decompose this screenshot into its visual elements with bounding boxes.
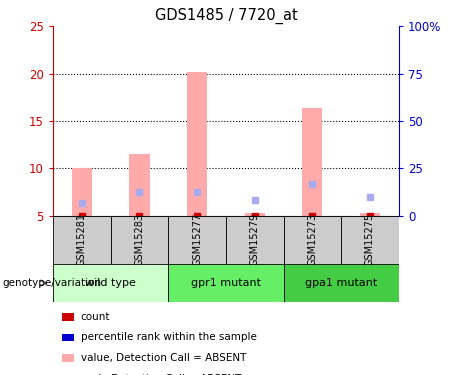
Bar <box>111 216 168 264</box>
Bar <box>53 264 168 302</box>
Bar <box>187 72 207 216</box>
Bar <box>226 216 284 264</box>
Bar <box>284 264 399 302</box>
Bar <box>341 216 399 264</box>
Bar <box>302 108 322 216</box>
Text: GSM15279: GSM15279 <box>250 213 260 266</box>
Text: percentile rank within the sample: percentile rank within the sample <box>81 333 257 342</box>
Bar <box>72 168 92 216</box>
Text: GSM15277: GSM15277 <box>192 212 202 266</box>
Bar <box>168 216 226 264</box>
Text: rank, Detection Call = ABSENT: rank, Detection Call = ABSENT <box>81 374 241 375</box>
Text: GSM15275: GSM15275 <box>365 212 375 266</box>
Bar <box>360 213 380 216</box>
Text: GSM15273: GSM15273 <box>307 213 317 266</box>
Text: genotype/variation: genotype/variation <box>2 278 101 288</box>
Text: wild type: wild type <box>85 278 136 288</box>
Text: count: count <box>81 312 110 322</box>
Text: GSM15283: GSM15283 <box>135 213 144 266</box>
Bar <box>245 213 265 216</box>
Bar <box>53 216 111 264</box>
Text: GSM15281: GSM15281 <box>77 213 87 266</box>
Bar <box>168 264 284 302</box>
Text: value, Detection Call = ABSENT: value, Detection Call = ABSENT <box>81 353 246 363</box>
Title: GDS1485 / 7720_at: GDS1485 / 7720_at <box>154 7 297 24</box>
Text: gpr1 mutant: gpr1 mutant <box>191 278 261 288</box>
Bar <box>284 216 341 264</box>
Bar <box>130 154 149 216</box>
Text: gpa1 mutant: gpa1 mutant <box>305 278 377 288</box>
